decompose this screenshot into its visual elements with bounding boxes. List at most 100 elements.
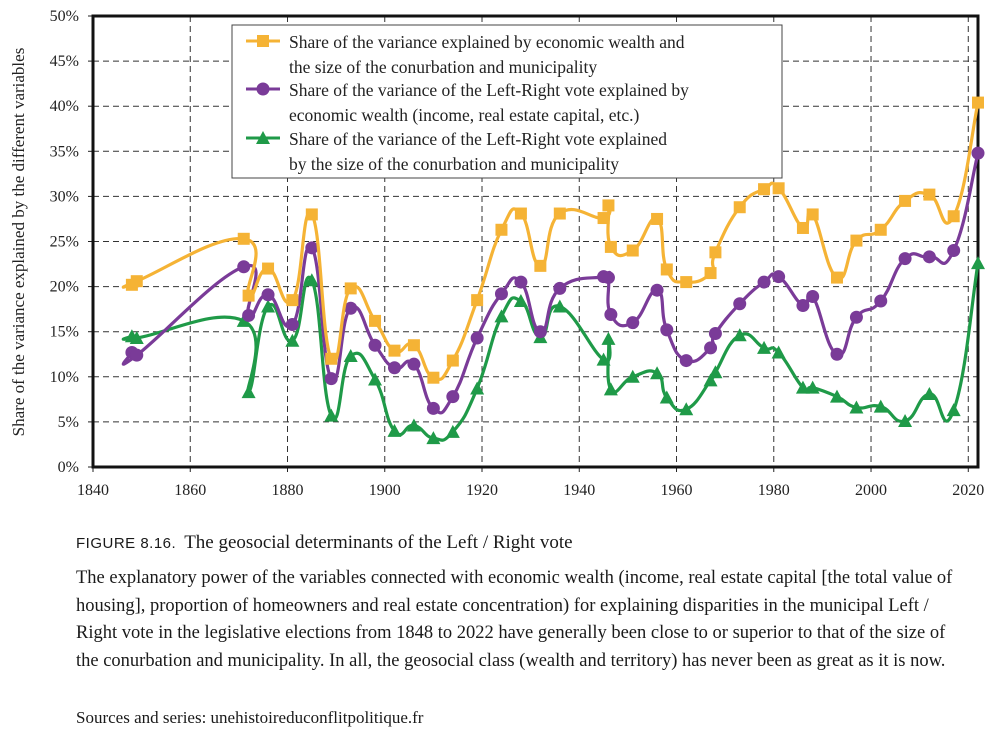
data-point <box>972 96 984 109</box>
data-point <box>704 341 718 355</box>
y-tick-label: 40% <box>50 98 79 115</box>
data-point <box>709 246 722 259</box>
data-point <box>325 352 338 365</box>
data-point <box>626 244 639 257</box>
data-point <box>242 289 255 302</box>
data-point <box>650 283 664 297</box>
data-point <box>772 270 786 284</box>
data-point <box>261 288 275 302</box>
y-tick-label: 25% <box>50 234 79 251</box>
data-point <box>806 290 820 304</box>
data-point <box>757 340 772 354</box>
data-point <box>829 389 844 403</box>
data-point <box>772 182 785 195</box>
data-point <box>426 401 440 415</box>
data-point <box>796 299 810 313</box>
data-point <box>368 338 382 352</box>
data-point <box>771 345 786 359</box>
figure-title-text: The geosocial determinants of the Left /… <box>184 532 573 553</box>
data-point <box>286 294 299 307</box>
data-point <box>708 327 722 341</box>
figure-description: The explanatory power of the variables c… <box>76 568 953 671</box>
x-tick-label: 1980 <box>758 482 790 499</box>
data-point <box>369 314 382 327</box>
data-point <box>604 240 617 253</box>
data-point <box>427 371 440 384</box>
data-point <box>388 344 401 357</box>
data-point <box>758 183 771 196</box>
data-point <box>471 294 484 307</box>
data-point <box>553 281 567 295</box>
data-point <box>971 146 985 160</box>
data-point <box>603 382 618 396</box>
series-square <box>121 96 984 384</box>
y-tick-label: 10% <box>50 369 79 386</box>
legend: Share of the variance explained by econo… <box>231 24 783 179</box>
data-point <box>602 199 615 212</box>
data-point <box>514 275 528 289</box>
data-point <box>874 223 887 236</box>
data-point <box>406 418 421 432</box>
data-point <box>898 252 912 266</box>
legend-item: Share of the variance explained by econo… <box>246 32 685 77</box>
y-tick-label: 50% <box>50 8 79 25</box>
x-tick-label: 2000 <box>855 482 887 499</box>
data-point <box>679 402 694 416</box>
data-point <box>703 373 718 387</box>
data-point <box>407 357 421 371</box>
y-axis-tick-labels: 0% 5% 10% 15% 20% 25% 30% 35% 40% 45% 50% <box>50 8 79 476</box>
legend-label: economic wealth (income, real estate cap… <box>289 105 639 125</box>
data-point <box>830 347 844 361</box>
data-point <box>805 380 820 394</box>
data-point <box>130 275 143 288</box>
data-point <box>262 262 275 275</box>
legend-swatch-marker <box>256 131 270 144</box>
data-point <box>387 423 402 437</box>
data-point <box>679 354 693 368</box>
line-chart: 0% 5% 10% 15% 20% 25% 30% 35% 40% 45% 50% 1840 1860… <box>9 8 985 499</box>
x-axis-tick-labels: 1840 1860 1880 1900 1920 1940 1960 1980 2000 2020 <box>77 482 984 499</box>
data-point <box>680 276 693 289</box>
data-point <box>757 275 771 289</box>
data-point <box>732 328 747 342</box>
figure-sources: Sources and series: unehistoireduconflit… <box>76 708 424 727</box>
legend-item: Share of the variance of the Left-Right … <box>246 80 689 125</box>
data-point <box>659 390 674 404</box>
data-point <box>495 223 508 236</box>
plot-border <box>91 14 980 469</box>
legend-label: Share of the variance of the Left-Right … <box>289 80 689 100</box>
data-point <box>873 399 888 413</box>
data-point <box>795 380 810 394</box>
legend-swatch-marker <box>256 82 270 96</box>
x-tick-label: 1900 <box>369 482 401 499</box>
data-point <box>305 241 319 255</box>
data-point <box>626 316 640 330</box>
data-point <box>324 408 339 422</box>
data-point <box>305 208 318 221</box>
data-point <box>596 352 611 366</box>
data-point <box>445 424 460 438</box>
series-line <box>121 262 980 442</box>
y-tick-label: 0% <box>58 459 79 476</box>
y-tick-label: 45% <box>50 53 79 70</box>
y-tick-label: 5% <box>58 414 79 431</box>
data-point <box>601 331 616 345</box>
y-tick-label: 30% <box>50 188 79 205</box>
data-point <box>849 400 864 414</box>
data-point <box>130 348 144 362</box>
data-point <box>237 260 251 274</box>
data-point <box>236 313 251 327</box>
data-point <box>368 372 383 386</box>
figure-number: FIGURE 8.16. <box>76 535 177 552</box>
data-point <box>534 259 547 272</box>
data-point <box>708 365 723 379</box>
x-tick-label: 1940 <box>563 482 595 499</box>
x-tick-label: 1840 <box>77 482 109 499</box>
x-tick-label: 1920 <box>466 482 498 499</box>
data-point <box>344 301 358 315</box>
data-point <box>733 297 747 311</box>
data-point <box>237 232 250 245</box>
x-tick-label: 1880 <box>272 482 304 499</box>
legend-box <box>231 24 783 179</box>
data-point <box>407 339 420 352</box>
